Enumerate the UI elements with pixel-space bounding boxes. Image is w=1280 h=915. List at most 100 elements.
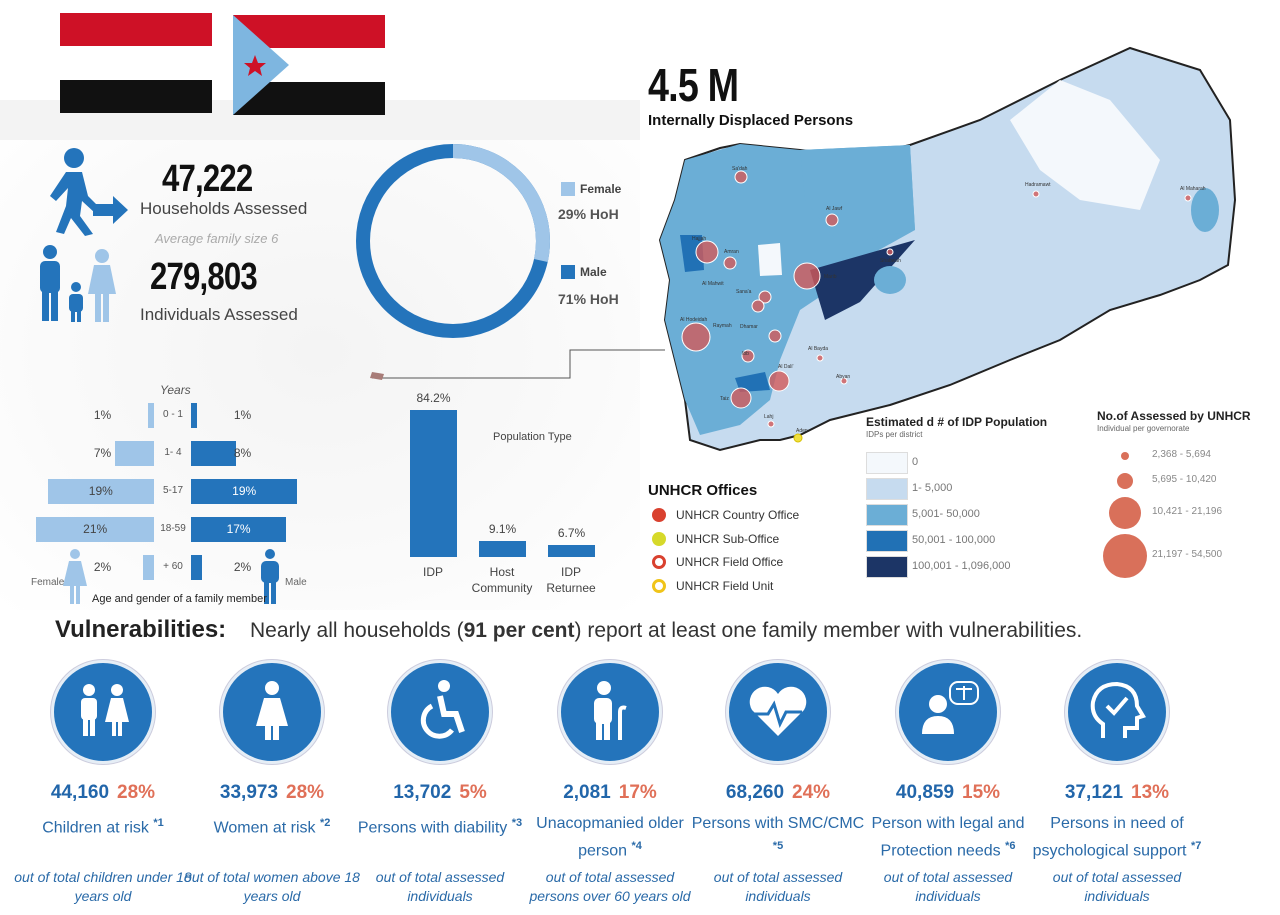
vulnerability-icon-circle [220,660,324,764]
idp-legend-swatch [866,530,908,552]
map-label: Lahj [764,414,773,420]
office-marker-icon [652,578,666,593]
head-check-icon [1083,678,1151,747]
pyramid-age-label: + 60 [163,561,183,572]
bubble-hajjah [695,240,719,264]
office-legend-label: UNHCR Country Office [676,508,800,522]
vulnerability-label: Persons in need of psychological support [1032,815,1187,860]
average-family-size: Average family size 6 [155,231,279,246]
vulnerability-icon-circle [51,660,155,764]
vulnerability-card: 2,081 17% Unacopmanied older person *4 out … [520,660,700,906]
vulnerability-icon-circle [1065,660,1169,764]
female-legend-label: Female [580,182,622,196]
idp-legend-subtitle: IDPs per district [866,430,923,439]
population-bar-value: 6.7% [557,526,586,541]
vulnerability-footnote-ref: *4 [631,840,642,852]
sub-office-marker-icon [793,433,803,443]
assessed-legend-label: 5,695 - 10,420 [1152,474,1217,485]
vulnerability-footnote-ref: *6 [1005,840,1016,852]
households-value: 47,222 [162,158,253,200]
map-label: Al Bayda [808,346,828,352]
female-figure-icon [63,549,87,604]
individuals-label: Individuals Assessed [140,305,298,324]
vulnerability-card: 68,260 24% Persons with SMC/CMC *5 out of t… [688,660,868,906]
vulnerability-label: Person with legal and Protection needs [871,815,1025,860]
bubble-jawf [825,213,839,227]
map-label: Aden [796,428,808,434]
pyramid-age-label: 1- 4 [164,447,182,458]
pyramid-male-value: 2% [233,560,252,574]
idp-legend-label: 5,001- 50,000 [912,508,980,520]
male-swatch [561,265,575,279]
map-region-light1 [758,243,782,276]
idp-legend-label: 1- 5,000 [912,482,953,494]
population-bar-category: Host Community [471,565,533,595]
vulnerability-label-wrap: Unacopmanied older person *4 [520,812,700,862]
bubble-taiz [730,387,752,409]
vulnerability-note: out of total assessed individuals [1052,869,1182,904]
yemen-map: Sa'dah Al Jawf Hadramawt Al Maharah Amra… [658,46,1237,452]
pyramid-male-value: 19% [232,484,257,498]
map-region-dark1 [680,235,704,272]
assessed-legend-label: 10,421 - 21,196 [1152,506,1223,517]
idp-legend-swatch [866,504,908,526]
map-label: Hadramawt [1025,182,1051,188]
map-label: Sa'dah [732,166,748,172]
pyramid-age-label: 18-59 [160,523,186,534]
bubble-hadramawt [1032,190,1040,198]
vulnerability-count: 13,702 [393,782,452,803]
vulnerability-count: 68,260 [725,782,785,803]
map-label: Al Hodeidah [680,317,707,323]
pyramid-female-value: 19% [88,484,113,498]
pyramid-bar-male [191,441,236,466]
summary-text: Nearly all households ( [250,619,464,642]
pyramid-age-label: 0 - 1 [162,409,183,420]
vulnerability-icon-circle [388,660,492,764]
idp-legend-label: 0 [912,456,919,468]
individuals-value: 279,803 [150,256,258,298]
bubble-dali [768,370,790,392]
vulnerability-card: 13,702 5% Persons with diability *3 out of … [350,660,530,906]
vulnerability-card: 40,859 15% Person with legal and Protectio… [858,660,1038,906]
vulnerability-icon-circle [896,660,1000,764]
idp-legend-title: Estimated d # of IDP Population [866,415,1048,429]
assessed-bubble-icon [1103,534,1147,578]
map-region-mahrah [1191,188,1219,232]
pyramid-female-value: 7% [93,446,112,460]
vulnerability-note: out of total assessed individuals [883,869,1013,904]
vulnerability-note: out of total children under 18 years old [14,869,192,904]
children-icon [69,678,137,747]
pyramid-title: Years [160,383,191,397]
office-legend-label: UNHCR Field Office [676,555,784,569]
pyramid-bar-male [191,555,203,580]
vulnerability-figures: 37,121 13% [1027,782,1207,804]
female-swatch [561,182,575,196]
map-region-marib [810,240,915,320]
pyramid-female-label: Female [31,577,65,588]
population-bar-category: IDP Returnee [546,565,596,595]
pyramid-bar-female [142,555,154,580]
walking-person-icon [50,148,128,236]
pyramid-male-label: Male [285,577,307,588]
vulnerability-percent: 28% [286,782,325,803]
vulnerability-figures: 44,160 28% [13,782,193,804]
vulnerability-note: out of total assessed persons over 60 ye… [529,869,691,904]
vulnerability-label-wrap: Persons with diability *3 [350,812,530,862]
vulnerability-count: 2,081 [563,782,611,803]
idp-legend-swatch [866,478,908,500]
map-label: Al Dali' [778,364,793,370]
pyramid-bar-male [191,517,287,542]
population-bar-category: IDP [422,565,443,579]
idp-total: 4.5 M [648,59,739,111]
map-region-shabwah [874,266,906,294]
bubble-hodeidah [681,322,711,352]
map-region-dark2 [735,372,770,392]
vulnerabilities-summary: Nearly all households (91 per cent) repo… [250,619,1082,643]
vulnerability-figures: 68,260 24% [688,782,868,804]
vulnerability-figures: 2,081 17% [520,782,700,804]
vulnerability-label: Women at risk [213,819,316,837]
map-label: Marib [824,274,837,280]
vulnerability-count: 33,973 [219,782,279,803]
bubble-abyan [840,377,848,385]
idp-legend-swatch [866,452,908,474]
